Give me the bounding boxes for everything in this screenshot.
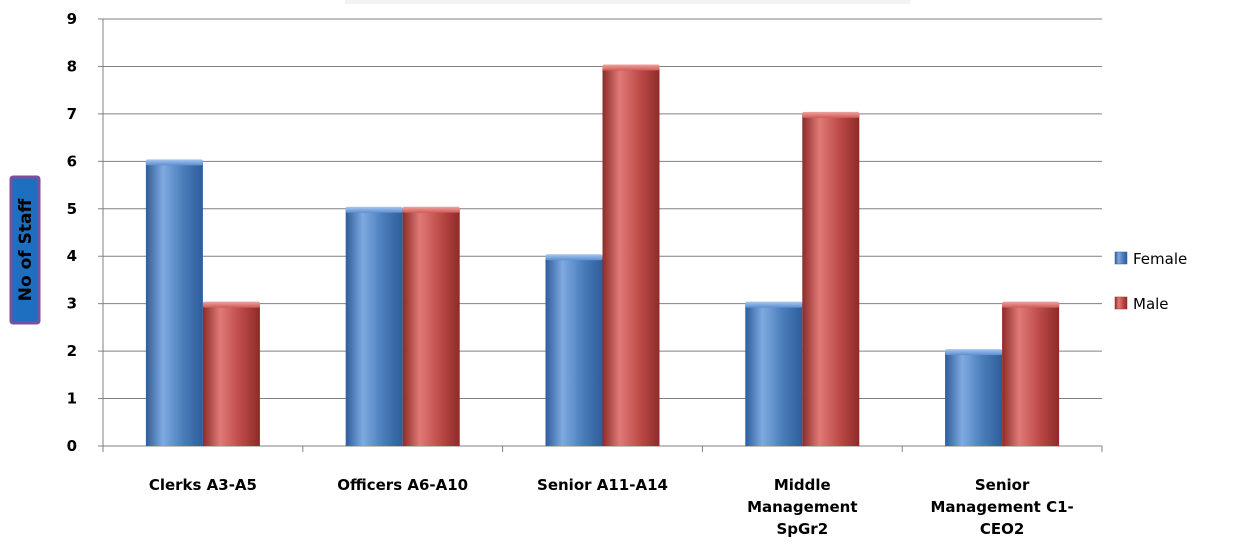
bar-cap bbox=[402, 206, 460, 213]
gridlines bbox=[103, 18, 1102, 400]
bar-male bbox=[402, 206, 460, 446]
legend-swatch-male bbox=[1114, 296, 1128, 310]
bars bbox=[145, 64, 1060, 447]
x-category-label: Senior A11-A14 bbox=[537, 476, 668, 494]
y-axis-title-background bbox=[9, 175, 41, 325]
legend-swatch-female bbox=[1114, 251, 1128, 265]
x-category-label: CEO2 bbox=[980, 520, 1024, 538]
bar-cap bbox=[202, 301, 260, 308]
x-category-label: Senior bbox=[975, 476, 1030, 494]
bar-male bbox=[602, 64, 660, 446]
bar-body bbox=[602, 66, 660, 446]
y-tick-label: 2 bbox=[67, 342, 77, 360]
bar-male bbox=[802, 111, 860, 446]
x-category-label: Management C1- bbox=[930, 498, 1073, 516]
bar-cap bbox=[345, 206, 403, 213]
bar-body bbox=[802, 113, 860, 446]
y-tick-label: 8 bbox=[67, 57, 77, 75]
legend-label-male: Male bbox=[1133, 295, 1169, 313]
bar-body bbox=[545, 256, 603, 446]
legend-label-female: Female bbox=[1133, 250, 1187, 268]
y-tick-label: 4 bbox=[67, 247, 77, 265]
y-tick-label: 0 bbox=[67, 437, 77, 455]
y-axis-title: No of Staff bbox=[16, 199, 36, 302]
bar-body bbox=[345, 208, 403, 446]
bar-female bbox=[745, 301, 803, 446]
bar-body bbox=[1002, 303, 1060, 446]
bar-cap bbox=[945, 349, 1003, 356]
bar-male bbox=[1002, 301, 1060, 446]
bar-cap bbox=[145, 159, 203, 166]
x-category-label: Officers A6-A10 bbox=[337, 476, 468, 494]
bar-body bbox=[945, 351, 1003, 446]
y-tick-label: 1 bbox=[67, 390, 77, 408]
bar-female bbox=[545, 254, 603, 446]
bar-cap bbox=[745, 301, 803, 308]
x-category-label: Middle bbox=[774, 476, 831, 494]
bar-body bbox=[402, 208, 460, 446]
bar-female bbox=[345, 206, 403, 446]
x-category-label: Clerks A3-A5 bbox=[149, 476, 257, 494]
y-axis-title: No of Staff bbox=[9, 175, 41, 325]
bar-body bbox=[145, 161, 203, 447]
y-tick-label: 9 bbox=[67, 10, 77, 28]
bar-body bbox=[745, 303, 803, 446]
bar-cap bbox=[545, 254, 603, 261]
y-tick-label: 3 bbox=[67, 295, 77, 313]
legend: Female Male bbox=[1114, 250, 1187, 313]
bar-cap bbox=[1002, 301, 1060, 308]
x-category-label: SpGr2 bbox=[776, 520, 828, 538]
bar-female bbox=[145, 159, 203, 447]
x-category-label: Management bbox=[747, 498, 857, 516]
y-tick-label: 7 bbox=[67, 105, 77, 123]
bar-male bbox=[202, 301, 260, 446]
bar-cap bbox=[802, 111, 860, 118]
y-tick-label: 6 bbox=[67, 152, 77, 170]
y-tick-label: 5 bbox=[67, 200, 77, 218]
chart-title-area bbox=[345, 0, 910, 4]
bar-cap bbox=[602, 64, 660, 71]
bar-female bbox=[945, 349, 1003, 446]
axis-labels: 0 1 2 3 4 5 6 7 8 9 Clerks A3-A5 Officers A6-A10 Sen… bbox=[67, 10, 1074, 538]
bar-body bbox=[202, 303, 260, 446]
y-axis-title-box: No of Staff bbox=[9, 175, 41, 325]
